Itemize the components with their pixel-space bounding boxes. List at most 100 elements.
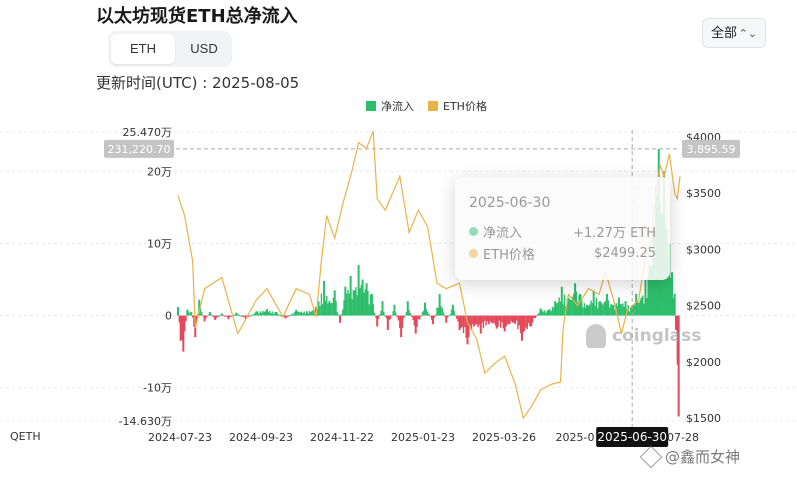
flow-bar (611, 304, 614, 316)
flow-bar (213, 315, 215, 318)
flow-bar (582, 307, 584, 316)
flow-bar (543, 310, 546, 316)
flow-bar (646, 297, 648, 316)
flow-bar (364, 289, 366, 316)
flow-bar (349, 275, 352, 316)
flow-bar (416, 315, 418, 327)
flow-bar (495, 315, 498, 329)
flow-bar (420, 315, 422, 317)
legend-item-inflow[interactable]: 净流入 (366, 98, 414, 114)
flow-bar (295, 309, 298, 316)
flow-bar (256, 311, 259, 316)
crosshair-x-tag (596, 427, 669, 447)
flow-bar (202, 315, 204, 317)
flow-bar (335, 301, 337, 316)
y-left-tick-label: -10万 (143, 382, 172, 395)
flow-bar (506, 315, 509, 325)
tooltip-value-price: $2499.25 (593, 245, 656, 261)
flow-bar (310, 312, 312, 316)
flow-bar (571, 296, 574, 316)
flow-bar (401, 315, 404, 328)
flow-bar (486, 315, 489, 321)
tooltip-value-inflow: +1.27万 ETH (573, 225, 656, 241)
flow-bar (648, 265, 651, 316)
legend-item-price[interactable]: ETH价格 (428, 98, 487, 114)
flow-bar (622, 303, 624, 316)
flow-bar (229, 315, 231, 317)
flow-bar (547, 309, 550, 316)
flow-bar (551, 306, 554, 316)
flow-bar (376, 315, 379, 327)
flow-bar (389, 315, 392, 320)
flow-bar (451, 304, 454, 316)
flow-bar (222, 314, 224, 316)
flow-bar (235, 312, 238, 316)
flow-bar (566, 298, 568, 316)
flow-bar (414, 315, 417, 334)
flow-bar (237, 313, 239, 316)
flow-bar (243, 315, 246, 317)
flow-bar (579, 293, 582, 316)
flow-bar (177, 306, 179, 316)
flow-bar (433, 315, 436, 318)
toggle-usd[interactable]: USD (190, 41, 218, 56)
tooltip-date: 2025-06-30 (469, 195, 551, 211)
flow-bar (541, 310, 543, 316)
flow-bar (219, 314, 222, 316)
flow-bar (331, 302, 333, 316)
flow-bar (487, 315, 490, 325)
flow-bar (279, 314, 281, 316)
flow-bar (271, 311, 273, 316)
flow-bar (230, 315, 232, 317)
flow-bar (299, 312, 301, 316)
flow-bar (241, 315, 243, 317)
y-left-tick-label: 20万 (147, 165, 172, 178)
flow-bar (351, 299, 353, 316)
flow-bar (624, 301, 627, 316)
flow-bar (640, 297, 643, 316)
flow-bar (303, 311, 305, 316)
flow-bar (497, 315, 499, 327)
flow-bar (592, 290, 595, 316)
flow-bar (479, 315, 482, 334)
flow-bar (549, 309, 551, 316)
toggle-eth[interactable]: ETH (111, 34, 175, 64)
flow-bar (344, 286, 347, 316)
flow-bar (599, 301, 602, 316)
x-tick-label: 2025-03-26 (472, 431, 536, 444)
flow-bar (372, 304, 374, 316)
flow-bar (476, 315, 478, 325)
flow-bar (468, 315, 470, 337)
flow-bar (442, 312, 445, 316)
flow-bar (247, 315, 250, 317)
flow-bar (527, 315, 530, 324)
flow-bar (320, 293, 323, 316)
flow-bar (259, 311, 262, 316)
flow-bar (422, 310, 425, 316)
flow-bar (206, 315, 208, 317)
flow-bar (254, 312, 256, 316)
flow-bar (636, 300, 639, 316)
flow-bar (619, 303, 621, 316)
flow-bar (260, 312, 263, 316)
flow-bar (529, 315, 531, 327)
flow-bar (385, 315, 388, 319)
range-select[interactable]: 全部 ⌃⌄ (702, 18, 766, 48)
flow-bar (445, 315, 448, 323)
flow-bar (251, 314, 254, 316)
flow-bar (620, 304, 623, 316)
flow-bar (454, 315, 457, 317)
flow-bar (448, 315, 450, 317)
flow-bar (287, 315, 289, 317)
flow-bar (510, 315, 513, 322)
y-left-tick-label: -14.630万 (119, 415, 172, 428)
flow-bar (482, 315, 485, 329)
flow-bar (337, 314, 340, 316)
flow-bar (600, 302, 603, 316)
flow-bar (284, 315, 287, 319)
flow-bar (630, 306, 632, 316)
flow-bar (643, 303, 645, 316)
flow-bar (405, 311, 408, 316)
flow-bar (255, 311, 258, 316)
